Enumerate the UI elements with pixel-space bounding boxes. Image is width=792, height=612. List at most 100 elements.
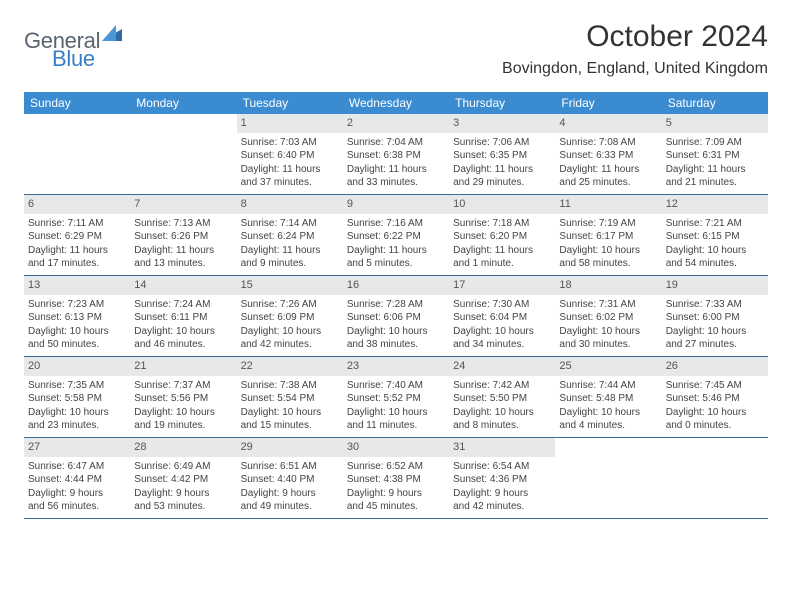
day-number: 14 [130, 276, 236, 295]
day-info: Sunrise: 6:47 AMSunset: 4:44 PMDaylight:… [28, 460, 126, 514]
day-info-line: Sunset: 6:20 PM [453, 230, 551, 244]
day-info-line: and 15 minutes. [241, 419, 339, 433]
day-info-line: Sunrise: 7:14 AM [241, 217, 339, 231]
day-info-line: Daylight: 11 hours [134, 244, 232, 258]
day-number: 19 [662, 276, 768, 295]
day-cell: 7Sunrise: 7:13 AMSunset: 6:26 PMDaylight… [130, 195, 236, 275]
day-info-line: Sunset: 5:52 PM [347, 392, 445, 406]
day-info-line: Sunset: 5:56 PM [134, 392, 232, 406]
location: Bovingdon, England, United Kingdom [502, 60, 768, 78]
week-row: 6Sunrise: 7:11 AMSunset: 6:29 PMDaylight… [24, 195, 768, 276]
day-number: 8 [237, 195, 343, 214]
day-info-line: Sunrise: 7:35 AM [28, 379, 126, 393]
day-info-line: and 50 minutes. [28, 338, 126, 352]
day-info-line: and 4 minutes. [559, 419, 657, 433]
day-info-line: Sunset: 5:48 PM [559, 392, 657, 406]
day-info-line: and 23 minutes. [28, 419, 126, 433]
day-number: 1 [237, 114, 343, 133]
day-cell: 20Sunrise: 7:35 AMSunset: 5:58 PMDayligh… [24, 357, 130, 437]
day-info-line: Sunrise: 7:16 AM [347, 217, 445, 231]
day-info-line: Sunset: 6:09 PM [241, 311, 339, 325]
day-info-line: and 1 minute. [453, 257, 551, 271]
day-info-line: Daylight: 10 hours [134, 406, 232, 420]
day-info-line: and 53 minutes. [134, 500, 232, 514]
day-info-line: Sunrise: 6:54 AM [453, 460, 551, 474]
day-info-line: Sunrise: 7:28 AM [347, 298, 445, 312]
day-info-line: Sunset: 6:29 PM [28, 230, 126, 244]
day-info-line: Daylight: 11 hours [28, 244, 126, 258]
weekday-header: Tuesday [237, 92, 343, 114]
day-info-line: Sunset: 6:00 PM [666, 311, 764, 325]
day-number: 12 [662, 195, 768, 214]
day-info-line: Daylight: 11 hours [241, 163, 339, 177]
weekday-header: Sunday [24, 92, 130, 114]
day-info-line: Sunset: 4:36 PM [453, 473, 551, 487]
day-info: Sunrise: 7:33 AMSunset: 6:00 PMDaylight:… [666, 298, 764, 352]
day-info-line: Daylight: 9 hours [241, 487, 339, 501]
day-info-line: Sunset: 4:42 PM [134, 473, 232, 487]
day-info: Sunrise: 6:54 AMSunset: 4:36 PMDaylight:… [453, 460, 551, 514]
day-info-line: Daylight: 11 hours [559, 163, 657, 177]
day-info-line: and 46 minutes. [134, 338, 232, 352]
day-info-line: Daylight: 10 hours [559, 325, 657, 339]
day-info: Sunrise: 7:28 AMSunset: 6:06 PMDaylight:… [347, 298, 445, 352]
day-cell: 23Sunrise: 7:40 AMSunset: 5:52 PMDayligh… [343, 357, 449, 437]
day-cell: 29 Sunrise: 6:51 AMSunset: 4:40 PMDayligh… [237, 438, 343, 518]
day-cell: 8 Sunrise: 7:14 AMSunset: 6:24 PMDaylight… [237, 195, 343, 275]
day-info-line: Daylight: 10 hours [559, 406, 657, 420]
day-info: Sunrise: 7:14 AMSunset: 6:24 PMDaylight:… [241, 217, 339, 271]
day-info-line: Sunset: 6:33 PM [559, 149, 657, 163]
weekday-header: Thursday [449, 92, 555, 114]
weekday-header-row: SundayMondayTuesdayWednesdayThursdayFrid… [24, 92, 768, 114]
week-row: 13Sunrise: 7:23 AMSunset: 6:13 PMDayligh… [24, 276, 768, 357]
day-info-line: Daylight: 10 hours [28, 406, 126, 420]
day-cell: 18Sunrise: 7:31 AMSunset: 6:02 PMDayligh… [555, 276, 661, 356]
day-cell: 30Sunrise: 6:52 AMSunset: 4:38 PMDayligh… [343, 438, 449, 518]
day-info-line: Sunrise: 7:19 AM [559, 217, 657, 231]
title-block: October 2024 Bovingdon, England, United … [502, 20, 768, 78]
day-info-line: Daylight: 10 hours [453, 325, 551, 339]
day-info-line: Sunrise: 7:18 AM [453, 217, 551, 231]
day-cell: 19 Sunrise: 7:33 AMSunset: 6:00 PMDayligh… [662, 276, 768, 356]
day-info-line: Daylight: 10 hours [241, 406, 339, 420]
day-info-line: and 56 minutes. [28, 500, 126, 514]
day-cell: 4Sunrise: 7:08 AMSunset: 6:33 PMDaylight… [555, 114, 661, 194]
day-info-line: Daylight: 9 hours [28, 487, 126, 501]
day-number: 23 [343, 357, 449, 376]
day-info: Sunrise: 7:19 AMSunset: 6:17 PMDaylight:… [559, 217, 657, 271]
day-info-line: and 42 minutes. [453, 500, 551, 514]
empty-cell [130, 114, 236, 194]
day-info-line: Sunrise: 7:30 AM [453, 298, 551, 312]
day-info-line: and 9 minutes. [241, 257, 339, 271]
day-info: Sunrise: 6:49 AMSunset: 4:42 PMDaylight:… [134, 460, 232, 514]
day-cell: 10Sunrise: 7:18 AMSunset: 6:20 PMDayligh… [449, 195, 555, 275]
day-info-line: Daylight: 10 hours [666, 325, 764, 339]
day-info-line: Sunset: 6:40 PM [241, 149, 339, 163]
day-info-line: Sunset: 6:17 PM [559, 230, 657, 244]
day-info-line: and 29 minutes. [453, 176, 551, 190]
day-number: 3 [449, 114, 555, 133]
week-row: 1 Sunrise: 7:03 AMSunset: 6:40 PMDaylight… [24, 114, 768, 195]
day-number: 29 [237, 438, 343, 457]
day-cell: 14Sunrise: 7:24 AMSunset: 6:11 PMDayligh… [130, 276, 236, 356]
month-title: October 2024 [502, 20, 768, 54]
day-info: Sunrise: 7:11 AMSunset: 6:29 PMDaylight:… [28, 217, 126, 271]
day-info-line: Sunrise: 7:09 AM [666, 136, 764, 150]
day-info-line: Sunrise: 7:45 AM [666, 379, 764, 393]
day-info-line: and 25 minutes. [559, 176, 657, 190]
day-info: Sunrise: 7:03 AMSunset: 6:40 PMDaylight:… [241, 136, 339, 190]
day-info: Sunrise: 7:37 AMSunset: 5:56 PMDaylight:… [134, 379, 232, 433]
day-cell: 17Sunrise: 7:30 AMSunset: 6:04 PMDayligh… [449, 276, 555, 356]
day-info: Sunrise: 6:51 AMSunset: 4:40 PMDaylight:… [241, 460, 339, 514]
day-number: 24 [449, 357, 555, 376]
day-cell: 25Sunrise: 7:44 AMSunset: 5:48 PMDayligh… [555, 357, 661, 437]
day-info-line: Daylight: 11 hours [453, 163, 551, 177]
day-info-line: Sunrise: 7:11 AM [28, 217, 126, 231]
day-cell: 21Sunrise: 7:37 AMSunset: 5:56 PMDayligh… [130, 357, 236, 437]
day-cell: 31Sunrise: 6:54 AMSunset: 4:36 PMDayligh… [449, 438, 555, 518]
day-info: Sunrise: 7:18 AMSunset: 6:20 PMDaylight:… [453, 217, 551, 271]
day-number: 20 [24, 357, 130, 376]
day-number: 17 [449, 276, 555, 295]
empty-cell [24, 114, 130, 194]
day-info-line: and 21 minutes. [666, 176, 764, 190]
